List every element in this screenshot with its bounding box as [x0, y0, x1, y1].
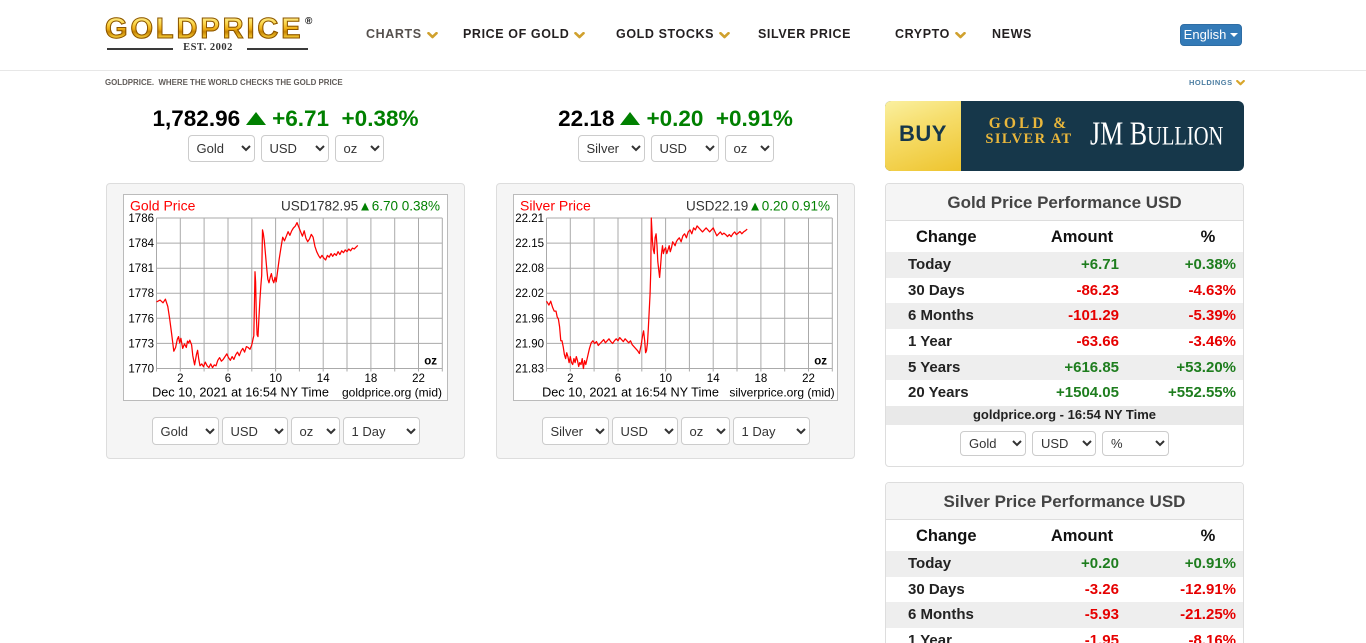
svg-text:18: 18	[755, 373, 768, 385]
svg-text:silverprice.org (mid): silverprice.org (mid)	[729, 386, 834, 400]
svg-text:Silver Price: Silver Price	[520, 198, 591, 214]
svg-text:10: 10	[269, 373, 282, 385]
svg-text:10: 10	[659, 373, 672, 385]
svg-text:6: 6	[225, 373, 231, 385]
svg-text:22.21: 22.21	[515, 213, 544, 225]
svg-text:Dec 10, 2021 at 16:54 NY Time: Dec 10, 2021 at 16:54 NY Time	[542, 386, 719, 400]
svg-text:1778: 1778	[128, 288, 154, 300]
svg-text:22: 22	[802, 373, 815, 385]
svg-text:oz: oz	[814, 356, 827, 368]
svg-text:22: 22	[412, 373, 425, 385]
svg-text:21.90: 21.90	[515, 338, 544, 350]
svg-text:1776: 1776	[128, 313, 154, 325]
svg-text:6: 6	[615, 373, 621, 385]
svg-text:1786: 1786	[128, 213, 154, 225]
svg-text:Dec 10, 2021 at 16:54 NY Time: Dec 10, 2021 at 16:54 NY Time	[152, 386, 329, 400]
svg-text:Gold Price: Gold Price	[130, 198, 196, 214]
svg-text:22.15: 22.15	[515, 238, 544, 250]
svg-text:22.02: 22.02	[515, 288, 544, 300]
svg-text:goldprice.org (mid): goldprice.org (mid)	[342, 386, 442, 400]
svg-text:oz: oz	[424, 356, 437, 368]
svg-text:21.96: 21.96	[515, 313, 544, 325]
svg-text:14: 14	[707, 373, 720, 385]
svg-text:14: 14	[317, 373, 330, 385]
svg-text:2: 2	[177, 373, 183, 385]
svg-text:1781: 1781	[128, 263, 154, 275]
svg-text:USD1782.95▲6.70 0.38%: USD1782.95▲6.70 0.38%	[281, 199, 440, 214]
svg-text:1773: 1773	[128, 338, 154, 350]
svg-text:1770: 1770	[128, 364, 154, 376]
svg-text:18: 18	[365, 373, 378, 385]
svg-text:21.83: 21.83	[515, 364, 544, 376]
svg-text:22.08: 22.08	[515, 263, 544, 275]
svg-text:2: 2	[567, 373, 573, 385]
svg-text:1784: 1784	[128, 238, 154, 250]
svg-text:USD22.19▲0.20 0.91%: USD22.19▲0.20 0.91%	[686, 199, 830, 214]
